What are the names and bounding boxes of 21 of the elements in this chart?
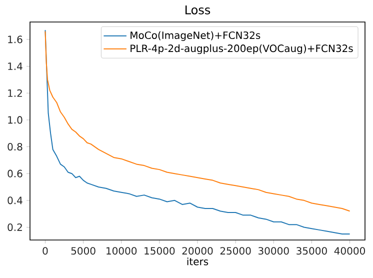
y-tick-label: 0.2 [8, 223, 22, 232]
chart-title: Loss [186, 5, 210, 14]
y-tick-label: 1.2 [8, 89, 22, 97]
x-tick-label: 15000 [144, 247, 175, 255]
y-tick-label: 0.4 [8, 196, 22, 204]
y-tick-label: 0.6 [8, 170, 22, 178]
x-tick-label: 5000 [71, 247, 96, 255]
x-tick-label: 10000 [106, 247, 137, 255]
legend-label: MoCo(ImageNet)+FCN32s [130, 31, 260, 41]
y-tick-label: 1.0 [8, 116, 22, 124]
y-tick-label: 0.8 [8, 142, 22, 151]
y-tick-label: 1.6 [8, 36, 22, 44]
legend-label: PLR-4p-2d-augplus-200ep(VOCaug)+FCN32s [130, 44, 353, 54]
x-tick-label: 30000 [258, 247, 289, 255]
x-tick-label: 0 [42, 247, 48, 255]
x-tick-label: 25000 [220, 247, 251, 255]
x-axis-title: iters [187, 258, 208, 266]
x-tick-label: 20000 [182, 247, 213, 255]
y-tick-label: 1.4 [8, 62, 22, 70]
x-tick-label: 35000 [296, 247, 327, 255]
x-tick-label: 40000 [334, 247, 365, 255]
